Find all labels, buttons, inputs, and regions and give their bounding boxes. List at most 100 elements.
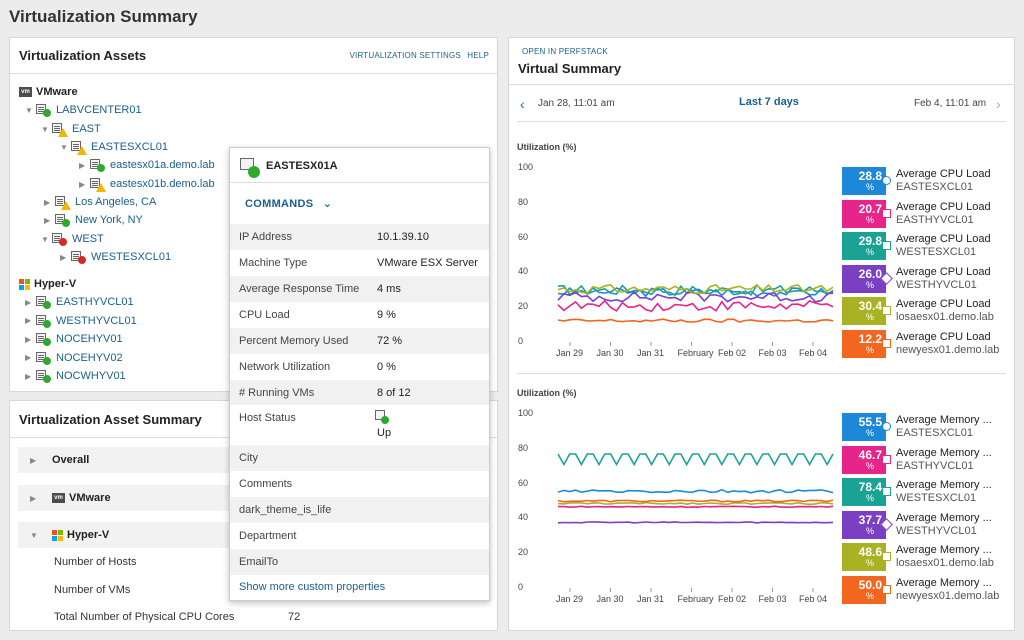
legend-unit: % [865,493,874,503]
expand-toggle-icon[interactable]: ▼ [60,142,68,152]
y-tick-label: 40 [518,512,529,523]
tree-node-label[interactable]: NOCWHYV01 [56,370,126,382]
expand-toggle-icon[interactable]: ▶ [25,353,32,362]
cluster-icon [89,158,105,172]
tree-node-label[interactable]: NOCEHYV01 [56,333,123,345]
summary-hyperv-label: Hyper-V [67,529,110,541]
legend-item[interactable]: 29.8% Average CPU Load WESTESXCL01 [842,232,991,260]
expand-toggle-icon[interactable]: ▶ [44,215,51,225]
y-tick-label: 20 [518,301,529,312]
expand-toggle-icon[interactable]: ▼ [25,105,33,115]
legend-item[interactable]: 28.8% Average CPU Load EASTESXCL01 [842,167,991,195]
help-link[interactable]: HELP [467,51,489,60]
legend-value: 30.4 [858,299,882,313]
tree-node[interactable]: ▶ eastesx01a.demo.lab [79,156,215,174]
show-more-link[interactable]: Show more custom properties [239,581,386,593]
tree-node-label[interactable]: LABVCENTER01 [56,104,142,116]
tree-node-label[interactable]: EASTESXCL01 [91,141,169,153]
summary-overall-row[interactable]: ▶ Overall [18,447,230,473]
legend-item[interactable]: 46.7% Average Memory ... EASTHYVCL01 [842,445,992,474]
expand-toggle-icon[interactable]: ▶ [44,197,51,207]
tree-node-label[interactable]: NOCEHYV02 [56,351,123,364]
tree-node-label[interactable]: WESTESXCL01 [91,251,172,263]
property-value: 10.1.39.10 [377,231,429,243]
page-title: Virtualization Summary [9,7,198,26]
legend-value: 55.5 [858,415,882,429]
expand-toggle-icon[interactable]: ▶ [25,316,32,325]
legend-item[interactable]: 55.5% Average Memory ... EASTESXCL01 [842,413,992,441]
legend-entity: losaesx01.demo.lab [896,311,994,323]
legend-metric: Average CPU Load [896,330,991,343]
custom-property-label: Comments [239,478,293,490]
tree-node[interactable]: ▼ LABVCENTER01 [25,101,142,119]
tree-node[interactable]: ▶ WESTESXCL01 [60,248,171,266]
expand-toggle-icon[interactable]: ▶ [79,179,86,189]
x-tick-label: Jan 29 [556,348,584,358]
expand-toggle-icon[interactable]: ▶ [25,297,32,307]
x-tick-label: February [677,348,714,358]
tree-node-label[interactable]: Los Angeles, CA [75,196,157,208]
open-in-perfstack-link[interactable]: OPEN IN PERFSTACK [522,47,608,56]
tree-node[interactable]: ▶ Los Angeles, CA [44,193,156,211]
legend-item[interactable]: 12.2% Average CPU Load newyesx01.demo.lab [842,329,999,358]
legend-item[interactable]: 50.0% Average Memory ... newyesx01.demo.la… [842,575,999,604]
summary-vmware-row[interactable]: ▶ vm VMware [18,485,230,511]
tree-node[interactable]: ▶ WESTHYVCL01 [25,312,137,330]
legend-value-box: 20.7% [842,199,891,228]
custom-property-label: City [239,452,258,464]
tree-node-label[interactable]: eastesx01a.demo.lab [110,159,215,171]
cluster-icon [54,195,71,210]
tree-node[interactable]: ▶ NOCEHYV01 [25,330,123,348]
expand-toggle-icon[interactable]: ▶ [60,252,67,262]
expand-toggle-icon[interactable]: ▶ [25,371,32,381]
custom-property-label: Department [239,530,297,542]
tree-node[interactable]: ▶ eastesx01b.demo.lab [79,175,215,193]
legend-item[interactable]: 37.7% Average Memory ... WESTHYVCL01 [842,510,992,539]
expand-toggle-icon[interactable]: ▶ [79,160,86,170]
legend-item[interactable]: 30.4% Average CPU Load losaesx01.demo.lab [842,297,994,325]
tree-node[interactable]: ▼ EASTESXCL01 [60,138,168,156]
expand-toggle-icon[interactable]: ▼ [41,124,49,134]
property-value: 0 % [377,361,396,373]
vmware-icon: vm [19,87,32,97]
time-next-button[interactable]: › [996,96,1001,112]
tree-node-label[interactable]: EAST [72,123,101,135]
x-tick-label: Jan 29 [556,594,584,604]
tree-node[interactable]: ▼ WEST [41,230,104,248]
tree-node[interactable]: ▶ NOCWHYV01 [25,367,126,385]
property-row: Network Utilization 0 % [230,354,489,380]
time-prev-button[interactable]: ‹ [520,96,525,112]
tree-node[interactable]: ▼ EAST [41,120,101,138]
summary-hyperv-row[interactable]: ▼ Hyper-V [18,522,230,548]
series-marker-icon [882,584,891,594]
time-start: Jan 28, 11:01 am [538,98,615,109]
legend-value: 46.7 [858,447,882,462]
tree-node-label[interactable]: WESTHYVCL01 [56,314,137,327]
popup-title: EASTESX01A [266,160,338,172]
y-axis-label: Utilization (%) [517,388,577,398]
property-row: IP Address 10.1.39.10 [230,224,489,250]
virtual-summary-panel: OPEN IN PERFSTACK Virtual Summary [508,37,1015,631]
tree-node-label[interactable]: EASTHYVCL01 [56,296,134,308]
time-range-selector[interactable]: Last 7 days [739,96,799,108]
commands-menu[interactable]: COMMANDS ⌄ [245,197,332,210]
property-row: # Running VMs 8 of 12 [230,380,489,406]
tree-node-label[interactable]: eastesx01b.demo.lab [110,178,215,190]
tree-node[interactable]: ▶ EASTHYVCL01 [25,293,134,311]
virtualization-settings-link[interactable]: VIRTUALIZATION SETTINGS [349,51,461,60]
host-status-icon [375,410,391,424]
legend-item[interactable]: 26.0% Average CPU Load WESTHYVCL01 [842,264,991,293]
legend-item[interactable]: 48.6% Average Memory ... losaesx01.demo.la… [842,543,994,571]
expand-toggle-icon[interactable]: ▼ [41,234,49,244]
legend-unit: % [865,525,874,536]
expand-toggle-icon[interactable]: ▶ [25,334,32,344]
tree-node[interactable]: ▶ New York, NY [44,211,143,229]
cluster-icon [89,177,106,192]
legend-metric: Average Memory ... [896,446,992,459]
legend-item[interactable]: 20.7% Average CPU Load EASTHYVCL01 [842,199,991,228]
tree-node[interactable]: ▶ NOCEHYV02 [25,349,123,367]
legend-item[interactable]: 78.4% Average Memory ... WESTESXCL01 [842,478,992,506]
property-value: 4 ms [377,283,401,295]
tree-node-label[interactable]: New York, NY [75,214,143,226]
tree-node-label[interactable]: WEST [72,233,104,245]
